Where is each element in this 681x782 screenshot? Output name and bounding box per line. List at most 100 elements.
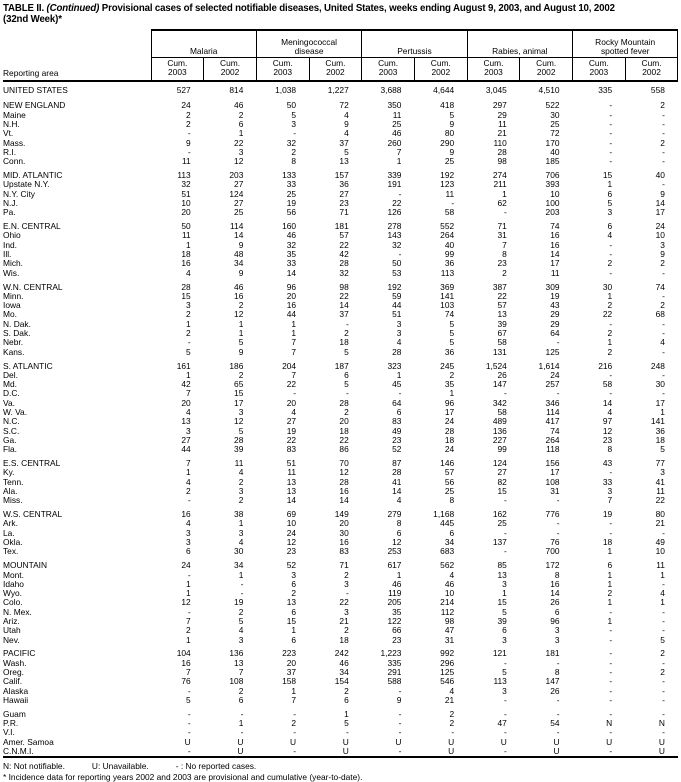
value-cell: 28 — [497, 147, 507, 157]
value-cell: 133 — [282, 171, 297, 181]
value-cell: 3 — [186, 528, 191, 538]
value-cell: 15 — [234, 389, 244, 399]
value-cell: 24 — [444, 445, 455, 455]
reporting-area-cell: Ala. — [3, 486, 18, 496]
value-cell: 6 — [396, 407, 402, 417]
group-label: Meningococcal disease — [281, 36, 337, 56]
value-cell: 35 — [286, 250, 297, 260]
value-cell: 68 — [655, 310, 665, 320]
value-cell: 552 — [440, 222, 455, 232]
value-cell: - — [345, 319, 349, 329]
column-header-year-label: 2003 — [273, 67, 293, 78]
value-cell: 369 — [440, 282, 455, 292]
continued-label: (Continued) — [46, 3, 100, 14]
value-cell: 387 — [492, 282, 507, 292]
reporting-area-cell: PACIFIC — [3, 649, 36, 659]
value-cell: - — [609, 635, 613, 645]
column-header-cum-2003: Cum. 2003 — [361, 57, 415, 82]
value-cell: 2 — [660, 138, 665, 148]
value-cell: 1 — [186, 589, 191, 599]
value-cell: 5 — [449, 329, 455, 339]
value-cell: 32 — [339, 268, 349, 278]
value-cell: 21 — [497, 129, 507, 139]
value-cell: - — [609, 129, 613, 139]
value-cell: 6 — [186, 547, 191, 557]
value-cell: 37 — [286, 668, 297, 678]
reporting-area-cell: V.I. — [3, 728, 15, 738]
value-cell: - — [662, 528, 665, 538]
reporting-area-cell: Conn. — [3, 157, 26, 167]
value-cell: 147 — [545, 677, 560, 687]
value-cell: - — [556, 496, 560, 506]
table-row: S. Dak. 2 1 1 2 3 5 67 64 2 - — [3, 329, 678, 338]
value-cell: 274 — [492, 171, 507, 181]
value-cell: 114 — [546, 407, 560, 417]
value-cell: 54 — [550, 719, 560, 729]
value-cell: 108 — [545, 477, 560, 487]
value-cell: 172 — [545, 561, 560, 571]
table-row: Idaho 1 - 6 3 46 46 3 16 1 - — [3, 580, 678, 589]
value-cell: 1 — [607, 617, 613, 626]
value-cell: 97 — [602, 417, 613, 427]
value-cell: 417 — [545, 417, 560, 427]
value-cell: 56 — [286, 208, 297, 218]
column-header-cum-label: Cum. — [167, 58, 188, 68]
table-row: Mont. -1 3 2 1 4 13 8 1 1 — [3, 571, 678, 580]
value-cell: 51 — [181, 189, 191, 199]
value-cell: 83 — [286, 445, 297, 455]
value-cell: 2 — [344, 626, 349, 636]
value-cell: 2 — [344, 686, 349, 696]
reporting-area-cell: Hawaii — [3, 695, 29, 705]
table-row: Fla. 44 39 83 86 52 24 99 118 8 5 — [3, 445, 678, 454]
table-row: Calif. 76 108 158 154 588 546 113 147 - - — [3, 677, 678, 686]
value-cell: - — [398, 250, 402, 260]
table-row: Guam - - - 1 - 2 - - - - — [3, 710, 678, 719]
value-cell: 22 — [286, 435, 297, 445]
group-header-meningococcal: Meningococcal disease — [255, 29, 362, 58]
value-cell: - — [662, 579, 665, 589]
value-cell: 6 — [238, 695, 244, 705]
value-cell: 28 — [234, 435, 244, 445]
value-cell: 18 — [602, 538, 613, 548]
value-cell: 80 — [655, 510, 665, 520]
value-cell: 50 — [392, 259, 402, 269]
value-cell: 49 — [392, 426, 402, 436]
value-cell: - — [609, 677, 613, 687]
value-cell: 12 — [234, 157, 244, 167]
value-cell: 46 — [234, 282, 244, 292]
value-cell: 9 — [238, 347, 244, 357]
column-header-cum-2003: Cum. 2003 — [466, 57, 520, 82]
value-cell: 7 — [291, 370, 297, 380]
column-header-cum-2003: Cum. 2003 — [572, 57, 626, 82]
value-cell: - — [609, 626, 613, 636]
value-cell: 53 — [392, 268, 402, 278]
table-row: W.N. CENTRAL 28 46 96 98 192 369 387 309 30 74 — [3, 283, 678, 292]
value-cell: 52 — [392, 445, 402, 455]
value-cell: 33 — [602, 477, 613, 487]
reporting-area-cell: Ind. — [3, 240, 17, 250]
table-row: D.C. 7 15 - - - 1 - - - - — [3, 389, 678, 398]
value-cell: 3 — [396, 329, 402, 339]
column-header-cum-label: Cum. — [272, 58, 293, 68]
value-cell: 211 — [493, 180, 507, 190]
value-cell: 125 — [545, 347, 560, 357]
value-cell: 7 — [291, 695, 297, 705]
value-cell: 11 — [287, 468, 297, 478]
value-cell: - — [504, 496, 507, 506]
table-row: Upstate N.Y. 32 27 33 36 191 123 211 393 1 - — [3, 180, 678, 189]
value-cell: - — [662, 677, 665, 687]
value-cell: 1 — [396, 370, 402, 380]
value-cell: - — [398, 709, 402, 719]
value-cell: 2 — [186, 626, 191, 636]
value-cell: - — [662, 347, 665, 357]
value-cell: - — [504, 709, 507, 719]
value-cell: 141 — [650, 417, 665, 427]
value-cell: 5 — [344, 147, 349, 157]
value-cell: 5 — [186, 695, 191, 705]
value-cell: 34 — [234, 259, 244, 269]
value-cell: 37 — [339, 310, 349, 320]
value-cell: 22 — [339, 598, 349, 608]
value-cell: 248 — [650, 361, 665, 371]
value-cell: 70 — [339, 459, 349, 469]
reporting-area-cell: D.C. — [3, 389, 20, 399]
